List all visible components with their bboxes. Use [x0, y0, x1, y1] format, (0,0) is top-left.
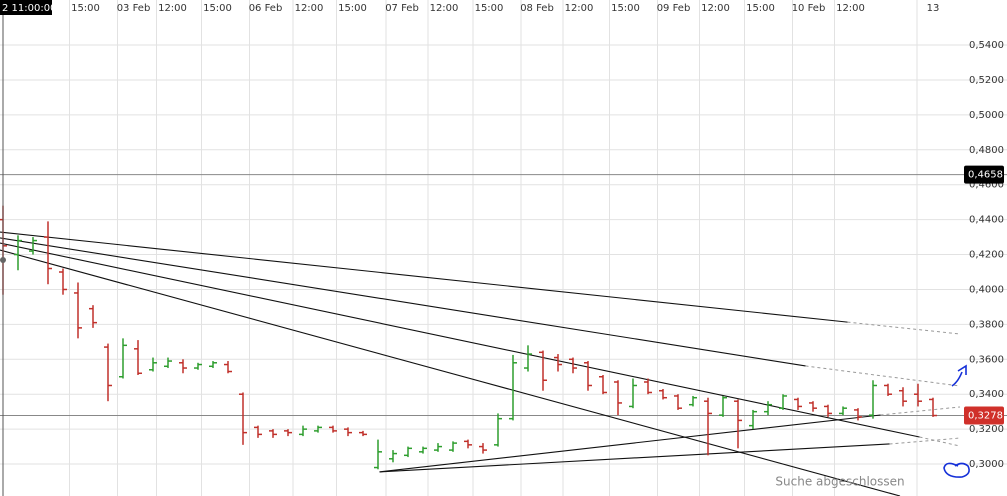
x-tick-label: 09 Feb — [657, 3, 691, 14]
x-tick-label: 12:00 — [295, 3, 324, 14]
y-tick-label: 0,4600 — [969, 180, 1004, 191]
x-tick-label: 12:00 — [565, 3, 594, 14]
y-tick-label: 0,5200 — [969, 75, 1004, 86]
y-tick-label: 0,5000 — [969, 110, 1004, 121]
trendline — [0, 231, 848, 323]
y-tick-label: 0,3800 — [969, 319, 1004, 330]
crosshair-box — [0, 0, 52, 15]
blue-arrow — [951, 364, 967, 387]
y-tick-label: 0,3200 — [969, 424, 1004, 435]
y-tick-label: 0,3600 — [969, 354, 1004, 365]
y-tick-label: 0,4200 — [969, 250, 1004, 261]
x-tick-label: 07 Feb — [385, 3, 419, 14]
x-tick-label: 12:00 — [836, 3, 865, 14]
trendline-extension — [805, 365, 961, 387]
trendline — [0, 237, 806, 367]
trendline — [0, 242, 920, 438]
trendline — [379, 443, 890, 473]
trendline-extension — [847, 321, 961, 335]
trendline-extension — [880, 406, 961, 416]
price-label: 0,3278 — [968, 411, 1003, 422]
x-tick-label: 15:00 — [203, 3, 232, 14]
x-tick-label: 13 — [927, 3, 940, 14]
x-tick-label: 15:00 — [746, 3, 775, 14]
x-tick-label: 12:00 — [430, 3, 459, 14]
y-tick-label: 0,4000 — [969, 284, 1004, 295]
trendline — [379, 414, 881, 473]
price-label: 0,4658 — [968, 170, 1003, 181]
x-tick-label: 15:00 — [71, 3, 100, 14]
x-tick-label: 06 Feb — [249, 3, 283, 14]
y-tick-label: 0,3400 — [969, 389, 1004, 400]
plot — [0, 205, 961, 496]
x-tick-label: 15:00 — [611, 3, 640, 14]
price-box — [964, 406, 1004, 425]
x-tick-label: 03 Feb — [117, 3, 151, 14]
crosshair-dot — [0, 257, 6, 263]
blue-circle — [943, 462, 970, 478]
x-tick-label: 12:00 — [701, 3, 730, 14]
trendline-extension — [919, 436, 961, 447]
x-tick-label: 10 Feb — [792, 3, 826, 14]
trendline — [0, 249, 901, 496]
y-tick-label: 0,4400 — [969, 215, 1004, 226]
x-tick-label: 12:00 — [158, 3, 187, 14]
y-tick-label: 0,4800 — [969, 145, 1004, 156]
x-tick-label: 15:00 — [475, 3, 504, 14]
y-tick-label: 0,3000 — [969, 459, 1004, 470]
price-box — [964, 165, 1004, 184]
watermark: Suche abgeschlossen — [775, 475, 904, 489]
x-tick-label: 15:00 — [338, 3, 367, 14]
y-tick-label: 0,5400 — [969, 40, 1004, 51]
x-tick-label: 08 Feb — [520, 3, 554, 14]
crosshair-label: 2 11:00:00 — [2, 3, 56, 14]
